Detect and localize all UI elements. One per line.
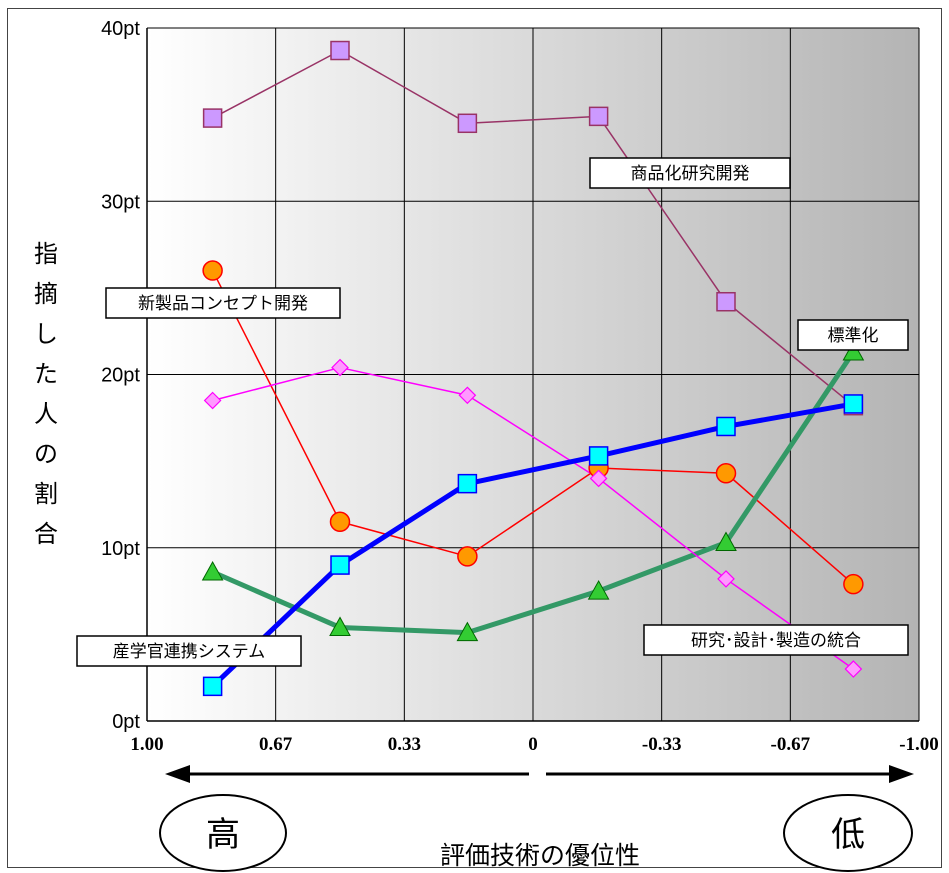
series-line-3 (212, 366, 854, 670)
series-2-point (329, 616, 351, 636)
series-label: 商品化研究開発 (631, 164, 750, 184)
series-label: 標準化 (828, 326, 879, 346)
series-line-0 (212, 49, 854, 407)
series-0-point (588, 106, 609, 127)
x-tick-label: 0.33 (388, 734, 421, 755)
high-oval (159, 794, 287, 872)
y-tick-label: 10pt (101, 538, 140, 560)
y-axis-label-char: 合 (34, 520, 58, 548)
y-axis-label-char: 人 (34, 400, 58, 428)
series-2-point (456, 621, 479, 642)
series-label-box (76, 635, 302, 667)
series-line-4 (210, 401, 854, 689)
series-4-point (716, 416, 736, 437)
series-4-point (457, 473, 478, 494)
series-2-point (201, 560, 224, 581)
series-3-point (717, 570, 735, 588)
left-arrowhead (165, 765, 190, 783)
series-label: 新製品コンセプト開発 (138, 294, 308, 314)
chart-frame (7, 8, 942, 868)
series-3-point (331, 358, 349, 377)
x-tick-label: -0.33 (642, 734, 682, 755)
series-2-point (715, 531, 737, 552)
series-4-point (843, 394, 864, 414)
series-0-point (330, 40, 350, 61)
series-label-box (589, 157, 791, 189)
series-label-box (643, 624, 909, 656)
series-0-point (202, 108, 223, 128)
series-label-box (797, 319, 909, 351)
series-1-point (329, 511, 351, 533)
x-tick-label: -1.00 (899, 734, 939, 755)
series-4-point (588, 446, 609, 466)
x-tick-label: 0 (528, 734, 538, 755)
y-axis-label-char: た (34, 360, 58, 388)
series-1-point (457, 546, 478, 567)
series-0-point (457, 113, 478, 134)
series-label: 産学官連携システム (113, 642, 266, 662)
y-tick-label: 0pt (112, 711, 140, 733)
series-3-point (458, 386, 477, 405)
series-1-point (843, 573, 864, 595)
x-tick-label: 1.00 (130, 734, 163, 755)
series-2-point (587, 580, 610, 600)
y-axis-label-char: の (34, 440, 58, 468)
low-label: 低 (831, 815, 865, 855)
y-axis-label-char: 摘 (34, 280, 58, 308)
series-line-1 (211, 270, 854, 585)
y-axis-label-char: 割 (34, 480, 58, 508)
series-label: 研究･設計･製造の統合 (691, 631, 861, 651)
series-0-point (716, 291, 736, 312)
high-label: 高 (206, 815, 240, 855)
series-2-point (842, 340, 865, 361)
series-3-point (844, 660, 863, 678)
right-arrowhead (889, 765, 914, 783)
series-3-point (203, 391, 222, 410)
y-axis-label-char: し (34, 320, 58, 348)
y-axis-label-char: 指 (34, 240, 58, 268)
y-tick-label: 40pt (101, 18, 140, 40)
y-tick-label: 20pt (101, 365, 140, 387)
low-oval (783, 794, 913, 872)
series-3-point (589, 469, 608, 488)
series-4-point (330, 555, 350, 575)
series-1-point (715, 463, 737, 484)
series-4-point (202, 676, 223, 697)
series-1-point (202, 260, 223, 281)
y-tick-label: 30pt (101, 191, 140, 213)
series-line-2 (211, 350, 856, 636)
x-axis-label: 評価技術の優位性 (440, 841, 640, 870)
series-label-box (105, 287, 341, 319)
x-tick-label: 0.67 (259, 734, 293, 755)
x-tick-label: -0.67 (771, 734, 811, 755)
